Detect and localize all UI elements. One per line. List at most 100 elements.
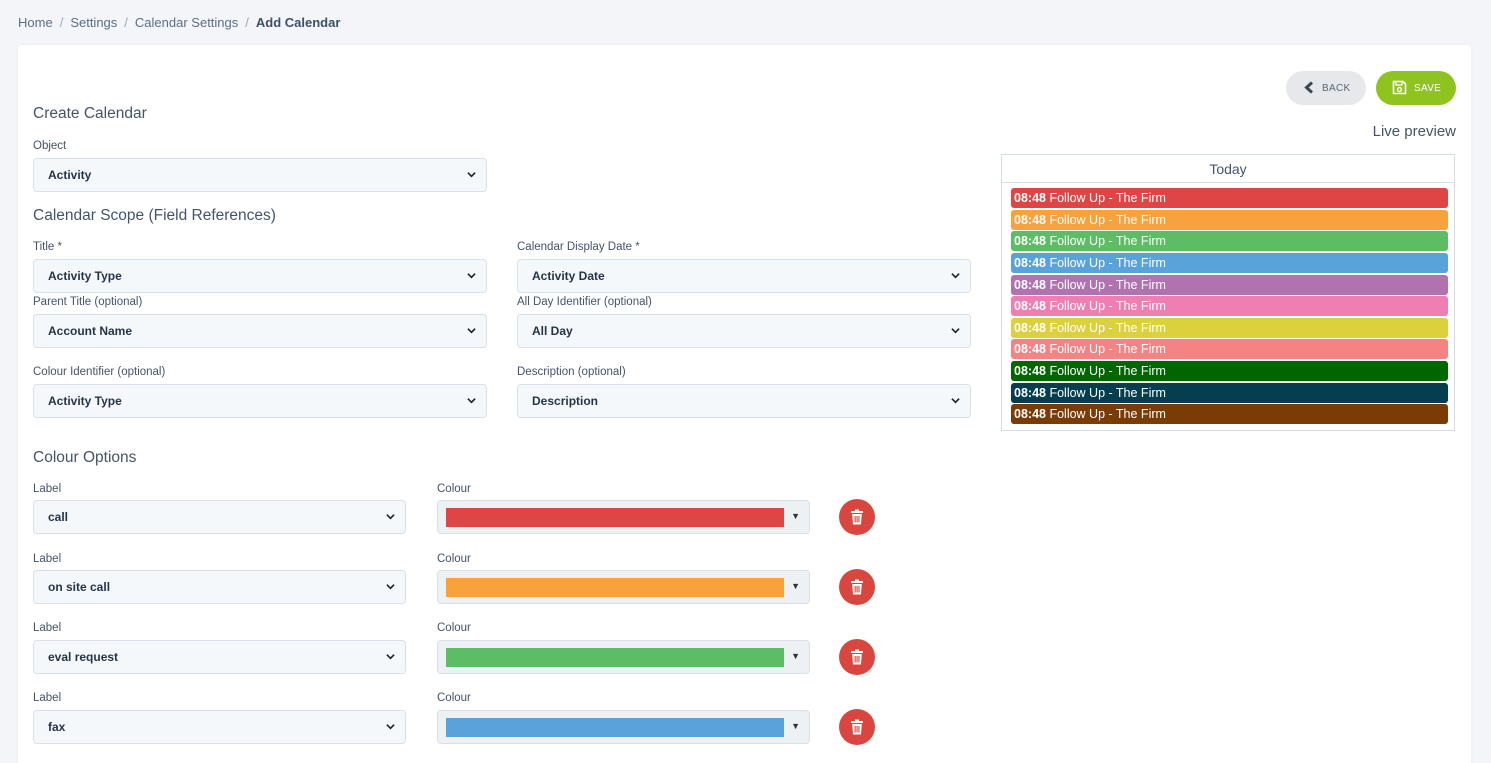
trash-icon <box>851 719 863 735</box>
breadcrumb-separator: / <box>59 15 64 30</box>
breadcrumb: Home / Settings / Calendar Settings / Add Cale… <box>18 15 340 30</box>
save-button-label: SAVE <box>1414 83 1442 94</box>
object-label: Object <box>33 140 67 152</box>
colour-option-label-header: Label <box>33 553 62 565</box>
colour-swatch <box>446 508 784 527</box>
breadcrumb-home[interactable]: Home <box>18 15 53 30</box>
chevron-left-icon <box>1304 81 1314 94</box>
colour-option-label-header: Label <box>33 692 62 704</box>
event-list: 08:48 Follow Up - The Firm 08:48 Follow … <box>1011 188 1448 426</box>
chevron-down-icon <box>951 273 960 279</box>
trash-icon <box>851 579 863 595</box>
description-select-value: Description <box>532 394 599 408</box>
colour-option-label-value: eval request <box>48 650 119 664</box>
calendar-event[interactable]: 08:48 Follow Up - The Firm <box>1011 339 1448 360</box>
all-day-label: All Day Identifier (optional) <box>517 296 652 308</box>
colour-picker[interactable]: ▼ <box>437 500 810 534</box>
create-calendar-heading: Create Calendar <box>33 105 147 122</box>
delete-colour-option-button[interactable] <box>839 499 875 535</box>
colour-option-label-select[interactable]: on site call <box>33 570 406 604</box>
colour-picker[interactable]: ▼ <box>437 640 810 674</box>
breadcrumb-separator: / <box>124 15 128 30</box>
calendar-event[interactable]: 08:48 Follow Up - The Firm <box>1011 404 1448 425</box>
event-time: 08:48 <box>1014 407 1046 422</box>
caret-down-icon: ▼ <box>791 651 800 661</box>
calendar-event[interactable]: 08:48 Follow Up - The Firm <box>1011 231 1448 252</box>
colour-swatch <box>446 648 784 667</box>
colour-option-label-select[interactable]: eval request <box>33 640 406 674</box>
breadcrumb-current: Add Calendar <box>255 15 341 30</box>
event-title: Follow Up - The Firm <box>1049 255 1166 270</box>
colour-option-colour-header: Colour <box>437 483 471 495</box>
event-time: 08:48 <box>1014 212 1046 227</box>
all-day-select[interactable]: All Day <box>517 314 971 348</box>
calendar-event[interactable]: 08:48 Follow Up - The Firm <box>1011 361 1448 382</box>
colour-option-label-value: call <box>48 510 69 524</box>
colour-option-label-select[interactable]: fax <box>33 710 406 744</box>
description-select[interactable]: Description <box>517 384 971 418</box>
display-date-select[interactable]: Activity Date <box>517 259 971 293</box>
title-select[interactable]: Activity Type <box>33 259 487 293</box>
colour-identifier-select[interactable]: Activity Type <box>33 384 487 418</box>
colour-option-label-value: fax <box>48 720 66 734</box>
caret-down-icon: ▼ <box>791 511 800 521</box>
event-title: Follow Up - The Firm <box>1049 385 1166 400</box>
chevron-down-icon <box>467 172 476 178</box>
event-title: Follow Up - The Firm <box>1049 299 1166 314</box>
colour-option-colour-header: Colour <box>437 692 471 704</box>
event-title: Follow Up - The Firm <box>1049 212 1166 227</box>
breadcrumb-calendar-settings[interactable]: Calendar Settings <box>134 15 239 30</box>
event-time: 08:48 <box>1014 191 1046 205</box>
colour-picker[interactable]: ▼ <box>437 710 810 744</box>
event-title: Follow Up - The Firm <box>1049 277 1166 292</box>
event-time: 08:48 <box>1014 364 1046 379</box>
display-date-select-value: Activity Date <box>532 269 605 283</box>
chevron-down-icon <box>386 654 395 660</box>
calendar-event[interactable]: 08:48 Follow Up - The Firm <box>1011 382 1448 403</box>
colour-identifier-select-value: Activity Type <box>48 394 122 408</box>
colour-options-heading: Colour Options <box>33 449 137 466</box>
chevron-down-icon <box>386 584 395 590</box>
calendar-event[interactable]: 08:48 Follow Up - The Firm <box>1011 188 1448 208</box>
event-time: 08:48 <box>1014 320 1046 335</box>
all-day-select-value: All Day <box>532 324 573 338</box>
save-button[interactable]: SAVE <box>1376 71 1456 105</box>
day-header: Today <box>1002 155 1454 183</box>
floppy-disk-icon <box>1392 80 1407 95</box>
colour-swatch <box>446 578 784 597</box>
caret-down-icon: ▼ <box>791 721 800 731</box>
breadcrumb-separator: / <box>245 15 249 30</box>
calendar-event[interactable]: 08:48 Follow Up - The Firm <box>1011 274 1448 295</box>
description-label: Description (optional) <box>517 366 626 378</box>
colour-option-label-select[interactable]: call <box>33 500 406 534</box>
title-label: Title * <box>33 241 62 253</box>
colour-option-label-header: Label <box>33 483 62 495</box>
calendar-scope-heading: Calendar Scope (Field References) <box>33 207 276 224</box>
colour-identifier-label: Colour Identifier (optional) <box>33 366 166 378</box>
parent-title-label: Parent Title (optional) <box>33 296 143 308</box>
event-title: Follow Up - The Firm <box>1049 342 1166 357</box>
chevron-down-icon <box>467 398 476 404</box>
title-select-value: Activity Type <box>48 269 122 283</box>
colour-picker[interactable]: ▼ <box>437 570 810 604</box>
caret-down-icon: ▼ <box>791 581 800 591</box>
calendar-event[interactable]: 08:48 Follow Up - The Firm <box>1011 252 1448 273</box>
event-time: 08:48 <box>1014 342 1046 357</box>
parent-title-select[interactable]: Account Name <box>33 314 487 348</box>
delete-colour-option-button[interactable] <box>839 569 875 605</box>
back-button[interactable]: BACK <box>1286 71 1366 105</box>
chevron-down-icon <box>386 724 395 730</box>
calendar-event[interactable]: 08:48 Follow Up - The Firm <box>1011 296 1448 317</box>
object-select-value: Activity <box>48 168 92 182</box>
delete-colour-option-button[interactable] <box>839 709 875 745</box>
delete-colour-option-button[interactable] <box>839 639 875 675</box>
calendar-event[interactable]: 08:48 Follow Up - The Firm <box>1011 317 1448 338</box>
back-button-label: BACK <box>1322 83 1351 94</box>
calendar-event[interactable]: 08:48 Follow Up - The Firm <box>1011 209 1448 230</box>
event-time: 08:48 <box>1014 277 1046 292</box>
live-preview-title: Live preview <box>1372 123 1456 140</box>
chevron-down-icon <box>951 398 960 404</box>
event-title: Follow Up - The Firm <box>1049 364 1166 379</box>
object-select[interactable]: Activity <box>33 158 487 192</box>
breadcrumb-settings[interactable]: Settings <box>70 15 118 30</box>
